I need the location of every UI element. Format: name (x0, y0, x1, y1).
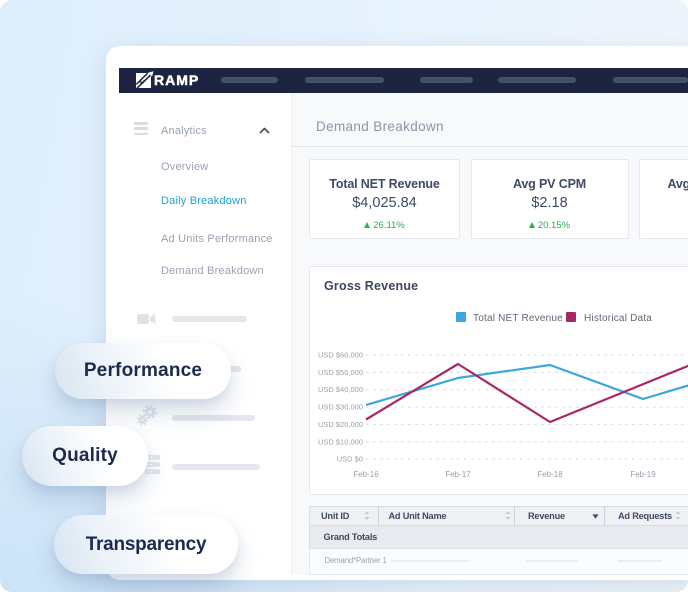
svg-text:USD $30,000: USD $30,000 (318, 403, 363, 412)
svg-text:USD $20,000: USD $20,000 (318, 420, 363, 429)
svg-text:Feb-16: Feb-16 (353, 470, 379, 479)
svg-text:Feb-18: Feb-18 (537, 470, 563, 479)
svg-text:USD $50,000: USD $50,000 (318, 368, 363, 377)
svg-text:USD $10,000: USD $10,000 (318, 437, 363, 446)
svg-text:Feb-19: Feb-19 (630, 470, 656, 479)
svg-text:Feb-17: Feb-17 (445, 470, 471, 479)
svg-text:USD $0: USD $0 (337, 455, 363, 464)
svg-text:USD $40,000: USD $40,000 (318, 385, 363, 394)
svg-text:USD $60,000: USD $60,000 (318, 351, 363, 360)
